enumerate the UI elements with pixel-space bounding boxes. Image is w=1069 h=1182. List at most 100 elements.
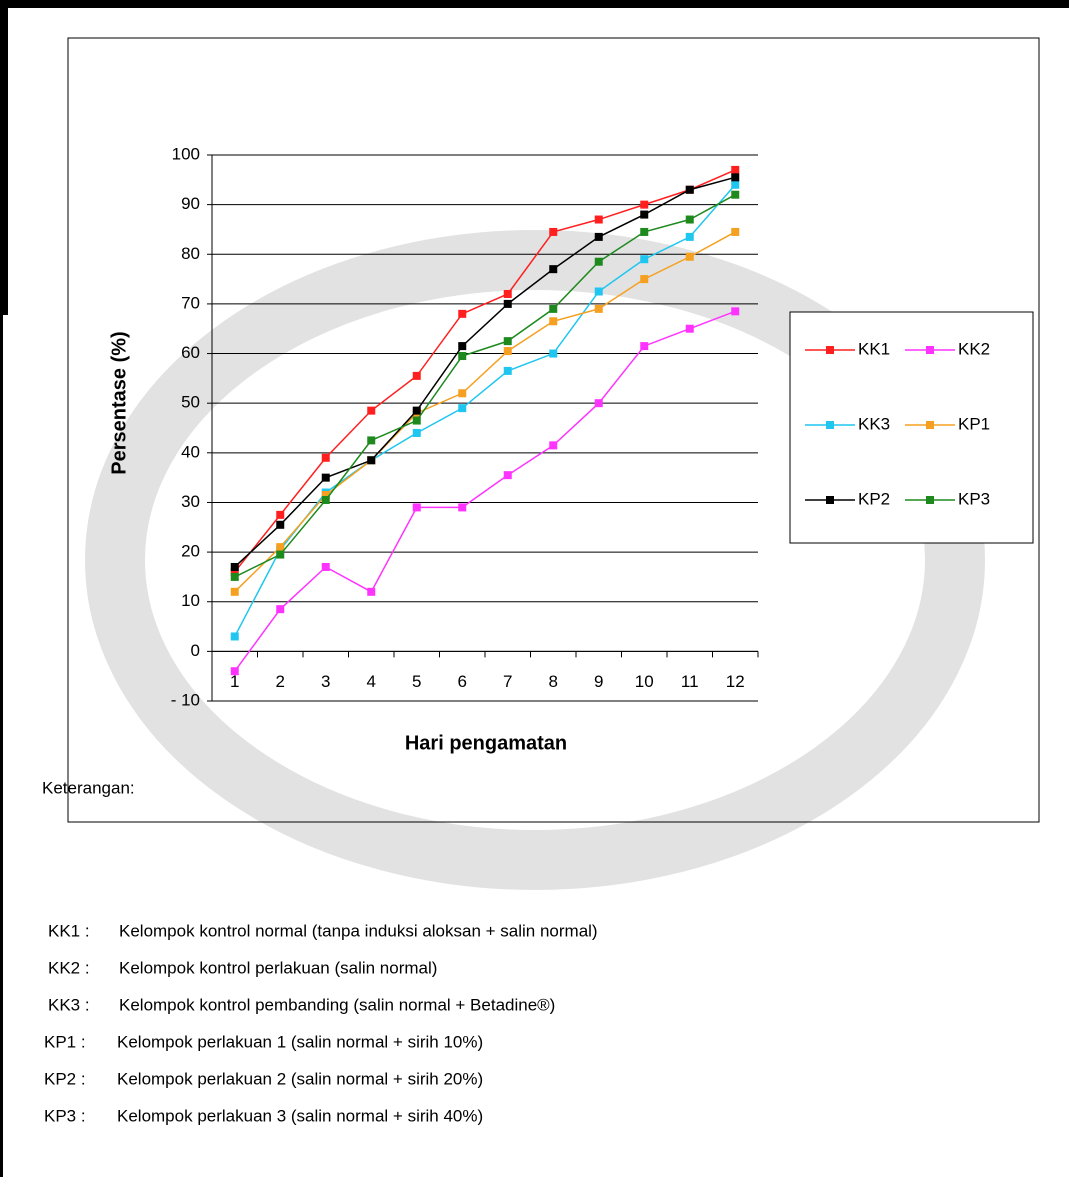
data-point (595, 258, 603, 266)
legend-marker (926, 346, 934, 354)
data-point (276, 511, 284, 519)
data-point (458, 342, 466, 350)
data-point (231, 667, 239, 675)
data-point (413, 503, 421, 511)
data-point (549, 228, 557, 236)
data-point (731, 173, 739, 181)
legend-label: KP2 (858, 489, 890, 508)
data-point (458, 503, 466, 511)
data-point (231, 563, 239, 571)
data-point (413, 417, 421, 425)
data-point (504, 337, 512, 345)
y-tick-label: 50 (181, 393, 200, 412)
note-desc: Kelompok perlakuan 1 (salin normal + sir… (117, 1032, 483, 1051)
data-point (276, 605, 284, 613)
x-tick-label: 3 (321, 672, 330, 691)
data-point (686, 216, 694, 224)
data-point (640, 255, 648, 263)
data-point (458, 404, 466, 412)
data-point (640, 342, 648, 350)
data-point (640, 228, 648, 236)
legend-label: KP1 (958, 414, 990, 433)
y-tick-label: 0 (191, 641, 200, 660)
note-code: KP3 : (44, 1106, 86, 1125)
legend-marker (826, 496, 834, 504)
data-point (504, 367, 512, 375)
data-point (549, 317, 557, 325)
data-point (322, 474, 330, 482)
data-point (367, 456, 375, 464)
y-tick-label: 70 (181, 293, 200, 312)
data-point (549, 265, 557, 273)
legend-label: KK1 (858, 339, 890, 358)
data-point (276, 521, 284, 529)
data-point (276, 551, 284, 559)
note-desc: Kelompok perlakuan 2 (salin normal + sir… (117, 1069, 483, 1088)
legend-label: KK3 (858, 414, 890, 433)
left-border-thin (0, 315, 3, 1177)
data-point (504, 471, 512, 479)
data-point (413, 407, 421, 415)
data-point (367, 588, 375, 596)
x-tick-label: 10 (635, 672, 654, 691)
data-point (322, 454, 330, 462)
data-point (549, 350, 557, 358)
note-desc: Kelompok perlakuan 3 (salin normal + sir… (117, 1106, 483, 1125)
x-axis-title: Hari pengamatan (405, 732, 567, 754)
x-tick-label: 8 (549, 672, 558, 691)
data-point (595, 399, 603, 407)
data-point (640, 275, 648, 283)
data-point (322, 563, 330, 571)
data-point (595, 233, 603, 241)
data-point (731, 191, 739, 199)
legend-label: KP3 (958, 489, 990, 508)
note-desc: Kelompok kontrol pembanding (salin norma… (119, 995, 555, 1014)
data-point (504, 347, 512, 355)
y-tick-label: 40 (181, 442, 200, 461)
note-code: KK2 : (48, 958, 90, 977)
legend-label: KK2 (958, 339, 990, 358)
data-point (686, 186, 694, 194)
data-point (231, 588, 239, 596)
y-tick-label: 10 (181, 591, 200, 610)
data-point (231, 573, 239, 581)
legend-marker (826, 346, 834, 354)
data-point (731, 166, 739, 174)
data-point (686, 233, 694, 241)
data-point (367, 436, 375, 444)
y-tick-label: 80 (181, 244, 200, 263)
data-point (322, 496, 330, 504)
legend-marker (926, 421, 934, 429)
note-code: KK1 : (48, 921, 90, 940)
note-desc: Kelompok kontrol normal (tanpa induksi a… (119, 921, 598, 940)
y-tick-label: 60 (181, 343, 200, 362)
data-point (640, 201, 648, 209)
x-tick-label: 2 (276, 672, 285, 691)
x-tick-label: 11 (681, 672, 699, 691)
data-point (595, 288, 603, 296)
y-tick-label: 30 (181, 492, 200, 511)
y-tick-label: - 10 (171, 690, 200, 709)
data-point (595, 305, 603, 313)
data-point (731, 307, 739, 315)
data-point (549, 305, 557, 313)
data-point (731, 228, 739, 236)
data-point (231, 632, 239, 640)
note-code: KP1 : (44, 1032, 86, 1051)
data-point (413, 429, 421, 437)
data-point (504, 300, 512, 308)
legend-marker (926, 496, 934, 504)
top-border (0, 0, 1069, 8)
data-point (276, 543, 284, 551)
x-tick-label: 6 (458, 672, 467, 691)
page: Persentase (%) Hari pengamatan Keteranga… (0, 0, 1069, 1177)
data-point (458, 310, 466, 318)
notes-title: Keterangan: (42, 778, 135, 797)
x-tick-label: 12 (726, 672, 745, 691)
y-axis-title: Persentase (%) (108, 331, 130, 474)
data-point (504, 290, 512, 298)
data-point (731, 181, 739, 189)
data-point (367, 407, 375, 415)
left-border (0, 0, 8, 315)
x-tick-label: 7 (503, 672, 512, 691)
